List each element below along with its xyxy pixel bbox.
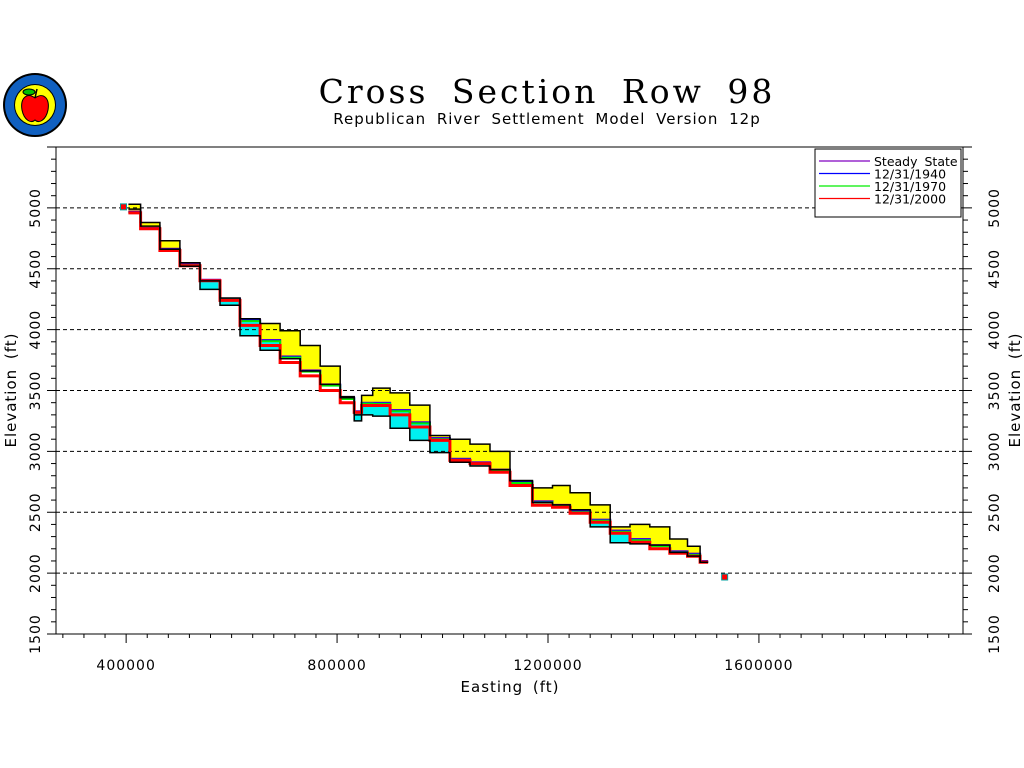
y-tick-label-left: 4000 [28,310,44,350]
y-tick-label-right: 3500 [987,371,1003,411]
series-line-12-31-1940 [128,211,709,563]
y-tick-label-right: 2000 [987,553,1003,593]
legend-label-2: 12/31/1970 [874,179,946,194]
y-tick-label-right: 4500 [987,249,1003,289]
series-line-12-31-1970 [128,211,709,563]
land-surface-outline [128,203,709,563]
isolated-point-1 [721,573,729,581]
y-tick-label-right: 5000 [987,188,1003,228]
unsaturated-zone-fill [128,204,709,561]
y-axis-label-left: Elevation (ft) [2,332,20,447]
y-tick-label-left: 5000 [28,188,44,228]
x-tick-label: 400000 [96,658,155,674]
aquifer-bottom-outline [128,208,709,563]
model-seal-logo [2,72,68,142]
series-line-steady-state [128,210,709,562]
x-tick-label: 1200000 [513,658,582,674]
x-tick-label: 800000 [307,658,366,674]
y-tick-label-left: 2000 [28,553,44,593]
legend-label-1: 12/31/1940 [874,167,946,182]
x-tick-label: 1600000 [724,658,793,674]
chart-subtitle: Republican River Settlement Model Versio… [333,110,761,128]
x-axis-label: Easting (ft) [461,678,560,696]
y-tick-label-right: 3000 [987,432,1003,472]
y-tick-label-left: 1500 [28,614,44,654]
legend-label-0: Steady State [874,154,958,169]
series-line-12-31-2000 [128,211,709,564]
legend-box [814,148,962,218]
isolated-point-0 [119,203,127,211]
y-tick-label-right: 4000 [987,310,1003,350]
y-tick-label-left: 4500 [28,249,44,289]
y-tick-label-left: 2500 [28,492,44,532]
y-tick-label-left: 3500 [28,371,44,411]
y-tick-label-right: 2500 [987,492,1003,532]
y-tick-label-left: 3000 [28,432,44,472]
saturated-zone-fill [128,209,709,563]
legend-label-3: 12/31/2000 [874,192,946,207]
y-axis-label-right: Elevation (ft) [1006,332,1024,447]
chart-title: Cross Section Row 98 [318,72,776,111]
y-tick-label-right: 1500 [987,614,1003,654]
